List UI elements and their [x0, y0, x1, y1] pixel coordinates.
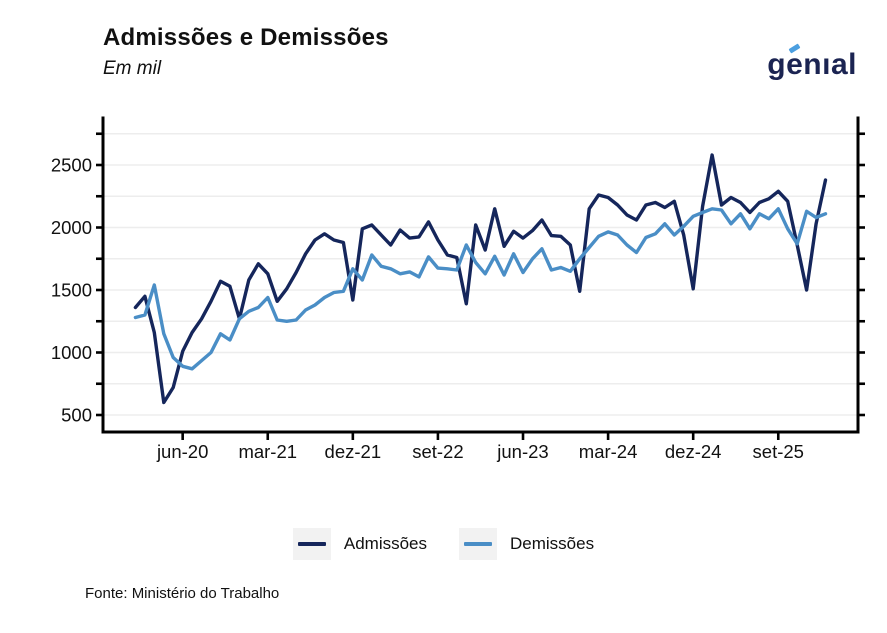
- legend-item-admissoes: Admissões: [292, 528, 428, 560]
- page-title: Admissões e Demissões: [103, 24, 389, 51]
- svg-text:jun-20: jun-20: [156, 441, 208, 462]
- series-line-demissões: [133, 207, 828, 371]
- legend-key-admissoes: [292, 528, 331, 560]
- legend-label-admissoes: Admissões: [343, 534, 428, 553]
- demissoes-line-swatch-icon: [464, 542, 493, 546]
- svg-text:1000: 1000: [51, 342, 92, 363]
- tick-marks: [96, 132, 865, 440]
- x-axis-labels: jun-20 mar-21 dez-21 set-22 jun-23 mar-24 dez-…: [156, 441, 804, 462]
- gridlines: [103, 133, 858, 416]
- svg-text:mar-24: mar-24: [579, 441, 638, 462]
- chart-canvas: 500 1000 1500 2000 2500 jun-20 mar-21 dez-21 set…: [51, 116, 865, 462]
- source-note: Fonte: Ministério do Trabalho: [85, 585, 280, 602]
- svg-text:set-25: set-25: [753, 441, 804, 462]
- legend-key-demissoes: [459, 528, 498, 560]
- svg-text:mar-21: mar-21: [238, 441, 297, 462]
- svg-text:jun-23: jun-23: [496, 441, 548, 462]
- genial-logo-text: genıal: [767, 48, 857, 81]
- chart-subtitle: Em mil: [103, 58, 162, 79]
- svg-text:dez-24: dez-24: [665, 441, 722, 462]
- svg-text:500: 500: [61, 405, 92, 426]
- legend-item-demissoes: Demissões: [459, 528, 594, 560]
- admissoes-line-swatch-icon: [297, 542, 326, 546]
- series-line-admissões: [133, 153, 828, 405]
- y-axis-labels: 500 1000 1500 2000 2500: [51, 155, 92, 426]
- legend-label-demissoes: Demissões: [510, 534, 595, 553]
- svg-text:dez-21: dez-21: [325, 441, 382, 462]
- chart-legend: Admissões Demissões: [0, 528, 887, 560]
- svg-text:2500: 2500: [51, 155, 92, 176]
- axes: [101, 116, 860, 434]
- svg-text:1500: 1500: [51, 280, 92, 301]
- genial-logo: genıal: [767, 43, 857, 82]
- svg-text:set-22: set-22: [412, 441, 463, 462]
- svg-text:2000: 2000: [51, 217, 92, 238]
